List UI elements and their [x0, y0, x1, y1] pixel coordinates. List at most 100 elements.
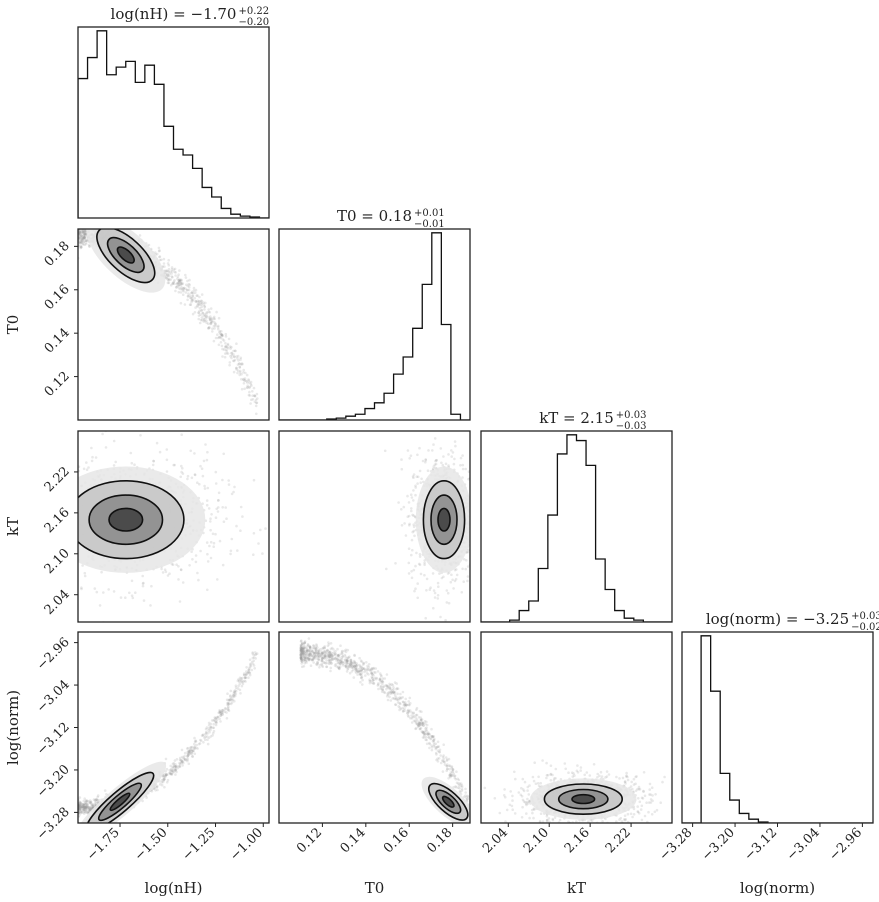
sample-point — [412, 476, 415, 480]
sample-point — [642, 789, 645, 793]
sample-point — [226, 703, 229, 707]
sample-point — [441, 759, 445, 763]
sample-point — [251, 652, 254, 655]
sample-point — [647, 801, 651, 804]
sample-point — [484, 545, 487, 548]
sample-point — [83, 574, 87, 578]
sample-point — [217, 499, 220, 502]
sample-point — [232, 349, 235, 353]
sample-point — [227, 705, 230, 709]
sample-point — [447, 464, 450, 467]
sample-point — [316, 654, 320, 657]
sample-point — [81, 803, 85, 807]
sample-point — [41, 520, 44, 523]
sample-point — [401, 710, 405, 713]
sample-point — [224, 707, 227, 710]
sample-point — [178, 765, 182, 769]
sample-point — [41, 467, 44, 470]
sample-point — [197, 300, 201, 303]
sample-point — [301, 653, 305, 657]
sample-point — [461, 454, 464, 457]
sample-point — [309, 657, 312, 661]
sample-point — [84, 805, 87, 808]
sample-point — [242, 377, 245, 381]
sample-point — [181, 282, 185, 285]
density-contour — [437, 507, 451, 532]
sample-point — [373, 676, 377, 680]
sample-point — [79, 225, 82, 228]
sample-point — [404, 705, 407, 708]
sample-point — [304, 659, 307, 662]
sample-point — [640, 796, 644, 800]
sample-point — [240, 684, 244, 688]
sample-point — [174, 769, 177, 772]
sample-point — [90, 446, 93, 450]
sample-point — [178, 758, 182, 762]
sample-point — [299, 650, 303, 654]
sample-point — [525, 812, 528, 815]
sample-point — [42, 573, 45, 576]
sample-point — [72, 559, 75, 562]
sample-point — [187, 750, 191, 753]
sample-point — [82, 808, 86, 811]
sample-point — [408, 524, 411, 527]
sample-point — [330, 646, 334, 650]
sample-point — [188, 303, 192, 307]
sample-point — [151, 463, 155, 467]
sample-point — [245, 672, 248, 675]
sample-point — [427, 736, 430, 739]
sample-point — [85, 239, 88, 242]
sample-point — [425, 720, 428, 724]
sample-point — [166, 778, 170, 782]
sample-point — [337, 654, 340, 657]
sample-point — [221, 563, 225, 567]
sample-point — [431, 735, 435, 738]
sample-point — [139, 434, 142, 437]
sample-point — [339, 660, 342, 663]
sample-point — [101, 432, 104, 436]
sample-point — [157, 246, 161, 250]
sample-point — [428, 742, 432, 746]
sample-point — [204, 443, 207, 446]
sample-point — [418, 555, 422, 558]
sample-point — [385, 567, 388, 571]
sample-point — [336, 654, 340, 657]
sample-point — [451, 768, 454, 771]
sample-point — [205, 319, 208, 323]
sample-point — [423, 573, 426, 577]
sample-point — [209, 735, 213, 738]
sample-point — [360, 672, 364, 675]
sample-point — [333, 664, 337, 667]
sample-point — [221, 713, 224, 717]
sample-point — [26, 473, 29, 476]
sample-point — [171, 762, 175, 766]
sample-point — [308, 645, 312, 649]
sample-point — [83, 237, 87, 240]
sample-point — [408, 457, 412, 460]
sample-point — [78, 241, 81, 245]
sample-point — [412, 712, 415, 715]
sample-point — [374, 667, 378, 670]
sample-point — [89, 800, 93, 804]
sample-point — [300, 655, 303, 658]
sample-point — [239, 677, 243, 680]
sample-point — [445, 758, 449, 761]
sample-point — [367, 665, 371, 669]
sample-point — [188, 753, 191, 756]
sample-point — [213, 320, 216, 324]
sample-point — [388, 682, 391, 686]
sample-point — [371, 677, 374, 680]
sample-point — [349, 658, 353, 662]
sample-point — [381, 680, 385, 684]
sample-point — [206, 486, 210, 490]
sample-point — [216, 715, 220, 719]
sample-point — [305, 649, 309, 653]
sample-point — [301, 652, 305, 656]
sample-point — [227, 709, 231, 712]
sample-point — [70, 497, 73, 500]
sample-point — [209, 321, 212, 325]
sample-point — [215, 310, 218, 314]
sample-point — [211, 330, 214, 333]
sample-point — [318, 655, 322, 658]
sample-point — [172, 268, 176, 271]
